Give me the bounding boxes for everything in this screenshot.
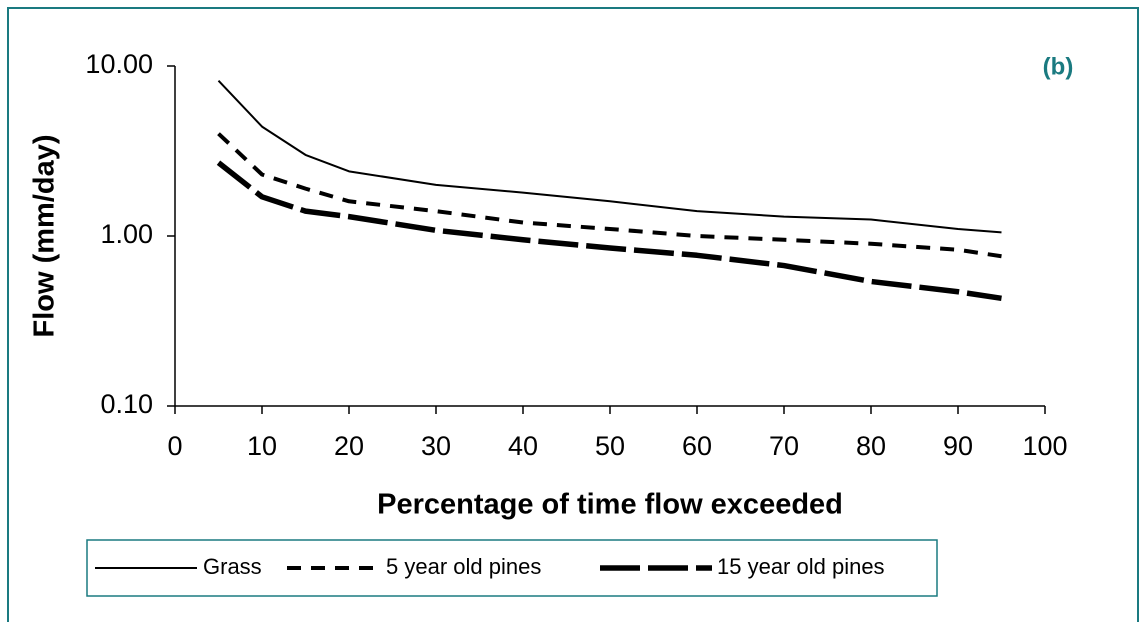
x-axis-title: Percentage of time flow exceeded	[377, 489, 843, 521]
series-line	[217, 132, 1002, 259]
legend-label: 5 year old pines	[386, 554, 541, 579]
x-tick-label: 40	[508, 431, 538, 461]
x-tick-label: 80	[856, 431, 886, 461]
x-tick-label: 30	[421, 431, 451, 461]
y-tick-label: 1.00	[100, 219, 153, 249]
legend-label: 15 year old pines	[717, 554, 885, 579]
x-tick-label: 10	[247, 431, 277, 461]
y-tick-label: 0.10	[100, 389, 153, 419]
x-tick-label: 0	[167, 431, 182, 461]
y-axis-title: Flow (mm/day)	[29, 134, 61, 337]
legend-label: Grass	[203, 554, 262, 579]
x-tick-label: 60	[682, 431, 712, 461]
series-line	[216, 160, 1002, 302]
series-line	[217, 79, 1002, 234]
x-tick-label: 90	[943, 431, 973, 461]
annotation: (b)	[1043, 53, 1074, 80]
x-tick-label: 100	[1022, 431, 1067, 461]
x-tick-label: 70	[769, 431, 799, 461]
x-tick-label: 50	[595, 431, 625, 461]
legend-box	[86, 539, 938, 597]
y-tick-label: 10.00	[85, 49, 153, 79]
x-tick-label: 20	[334, 431, 364, 461]
frame	[7, 7, 1139, 622]
